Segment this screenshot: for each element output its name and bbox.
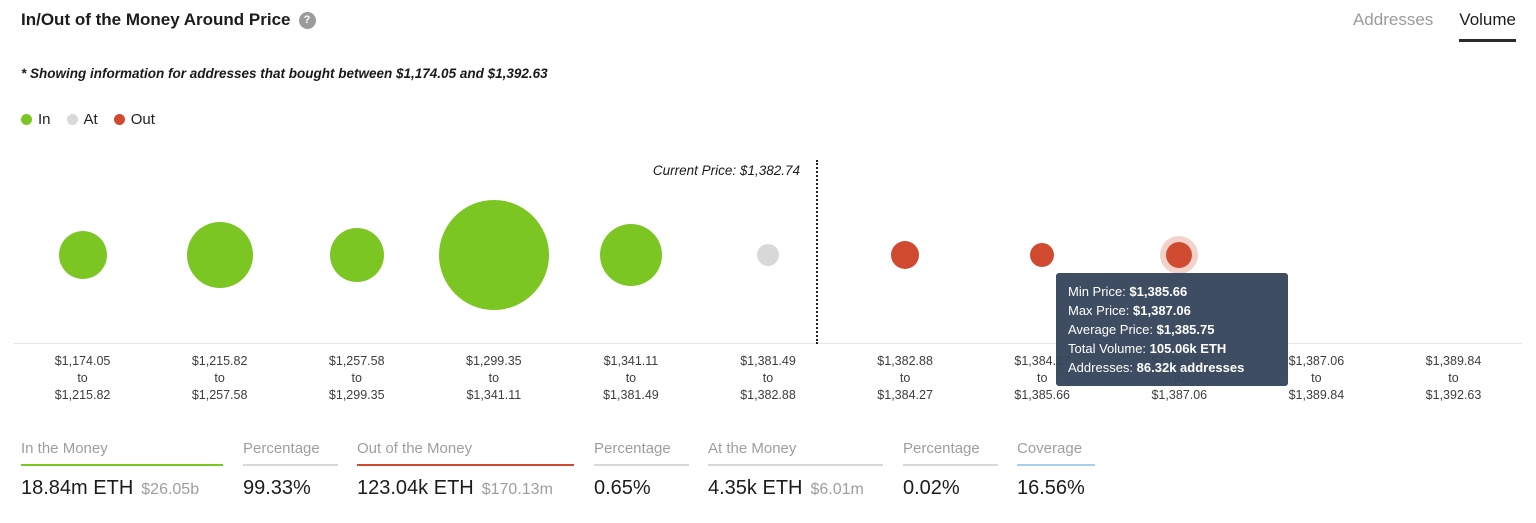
bucket-to-word: to [1311, 371, 1322, 385]
price-bucket: $1,257.58 to $1,299.35 [288, 150, 426, 404]
legend-item-in[interactable]: In [21, 111, 51, 128]
bucket-to: $1,299.35 [328, 388, 385, 402]
stat-value: 16.56% [1017, 477, 1085, 499]
volume-bubble[interactable] [1030, 242, 1055, 267]
legend-label-at: At [83, 111, 98, 128]
price-bucket: $1,215.82 to $1,257.58 [151, 150, 289, 404]
range-note: * Showing information for addresses that… [21, 66, 548, 81]
stat-coverage: Coverage 16.56% [1017, 440, 1095, 500]
stat-secondary: $26.05b [141, 481, 200, 498]
volume-bubble[interactable] [58, 230, 107, 279]
price-bucket: $1,299.35 to $1,341.11 [425, 150, 563, 404]
bucket-to: $1,392.63 [1425, 388, 1482, 402]
tooltip-row: Average Price: $1,385.75 [1068, 322, 1215, 337]
stat-label: Percentage [594, 440, 689, 466]
volume-bubble[interactable] [757, 243, 780, 266]
tooltip-row: Total Volume: 105.06k ETH [1068, 341, 1227, 356]
tooltip-row: Addresses: 86.32k addresses [1068, 360, 1245, 375]
stat-out-of-the-money: Out of the Money 123.04k ETH $170.13m [357, 440, 574, 500]
bucket-from: $1,299.35 [466, 354, 522, 368]
volume-bubble[interactable] [599, 223, 662, 286]
current-price-line [816, 160, 818, 344]
volume-bubble-hovered[interactable] [1166, 241, 1193, 268]
volume-bubble[interactable] [438, 199, 549, 310]
price-bucket: $1,174.05 to $1,215.82 [14, 150, 152, 404]
volume-bubble[interactable] [891, 240, 920, 269]
bucket-to: $1,381.49 [603, 388, 659, 402]
volume-bubble[interactable] [329, 227, 384, 282]
bubble-chart: $1,174.05 to $1,215.82 $1,215.82 to $1,2… [0, 150, 1536, 406]
stat-secondary: $6.01m [810, 481, 864, 498]
legend-dot-at-icon [66, 114, 78, 125]
stat-percentage-out: Percentage 0.65% [594, 440, 689, 500]
stat-in-the-money: In the Money 18.84m ETH $26.05b [21, 440, 223, 500]
page-title: In/Out of the Money Around Price [21, 10, 291, 29]
bucket-to: $1,385.66 [1014, 388, 1070, 402]
legend: In At Out [21, 111, 155, 128]
bucket-to-word: to [899, 371, 911, 385]
bucket-from: $1,257.58 [328, 354, 385, 368]
price-bucket: $1,387.06 to $1,389.84 [1247, 150, 1385, 404]
stat-percentage-at: Percentage 0.02% [903, 440, 998, 500]
bucket-from: $1,381.49 [740, 354, 796, 368]
legend-dot-in-icon [21, 114, 32, 125]
price-bucket: $1,382.88 to $1,384.27 [836, 150, 974, 404]
stat-secondary: $170.13m [481, 481, 553, 498]
bucket-to: $1,215.82 [54, 388, 111, 402]
bucket-to: $1,387.06 [1151, 388, 1208, 402]
bucket-to-word: to [214, 371, 225, 385]
tooltip-row: Max Price: $1,387.06 [1068, 303, 1191, 318]
tooltip: Min Price: $1,385.66 Max Price: $1,387.0… [1056, 273, 1288, 386]
price-bucket: $1,341.11 to $1,381.49 [562, 150, 700, 404]
help-icon[interactable]: ? [298, 11, 316, 29]
stat-label: Percentage [903, 440, 998, 466]
price-bucket: $1,381.49 to $1,382.88 [699, 150, 837, 404]
bucket-to: $1,382.88 [740, 388, 796, 402]
bucket-from: $1,382.88 [877, 354, 933, 368]
legend-label-out: Out [130, 111, 155, 128]
bucket-to: $1,341.11 [466, 388, 522, 402]
tab-bar: Addresses Volume [1353, 10, 1516, 42]
bucket-from: $1,387.06 [1288, 354, 1345, 368]
stat-at-the-money: At the Money 4.35k ETH $6.01m [708, 440, 883, 500]
stat-label: Out of the Money [357, 440, 574, 466]
bucket-to-word: to [625, 371, 637, 385]
stat-value: 18.84m ETH [21, 477, 134, 499]
bucket-to: $1,384.27 [877, 388, 933, 402]
legend-dot-out-icon [113, 114, 125, 125]
bucket-to-word: to [762, 371, 774, 385]
bucket-from: $1,389.84 [1425, 354, 1482, 368]
bucket-to: $1,389.84 [1288, 388, 1345, 402]
volume-bubble[interactable] [186, 221, 253, 288]
bucket-to-word: to [488, 371, 500, 385]
bucket-to-word: to [77, 371, 88, 385]
bucket-to: $1,257.58 [191, 388, 248, 402]
bucket-to-word: to [351, 371, 362, 385]
tooltip-row: Min Price: $1,385.66 [1068, 284, 1188, 299]
bucket-from: $1,174.05 [54, 354, 111, 368]
stat-label: Coverage [1017, 440, 1095, 466]
stat-value: 0.02% [903, 477, 960, 499]
stat-value: 99.33% [243, 477, 311, 499]
price-bucket: $1,389.84 to $1,392.63 [1384, 150, 1523, 404]
tab-volume[interactable]: Volume [1459, 10, 1516, 42]
bucket-from: $1,341.11 [603, 354, 659, 368]
bucket-from: $1,215.82 [191, 354, 248, 368]
stat-percentage-in: Percentage 99.33% [243, 440, 338, 500]
stat-label: In the Money [21, 440, 223, 466]
stat-label: At the Money [708, 440, 883, 466]
legend-item-out[interactable]: Out [113, 111, 155, 128]
stat-value: 123.04k ETH [357, 477, 474, 499]
stat-value: 4.35k ETH [708, 477, 803, 499]
tab-addresses[interactable]: Addresses [1352, 10, 1434, 29]
stat-label: Percentage [243, 440, 338, 466]
stat-value: 0.65% [594, 477, 651, 499]
legend-item-at[interactable]: At [66, 111, 98, 128]
bucket-to-word: to [1448, 371, 1459, 385]
bucket-to-word: to [1036, 371, 1048, 385]
legend-label-in: In [38, 111, 51, 128]
current-price-label: Current Price: $1,382.74 [652, 163, 800, 178]
